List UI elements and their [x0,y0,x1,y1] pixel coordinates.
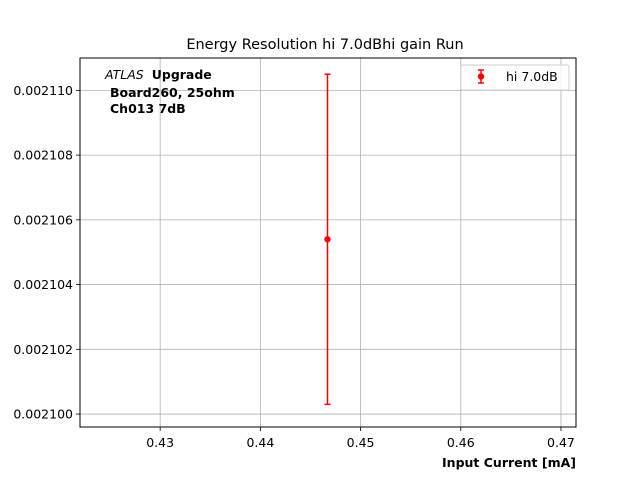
y-tick-label: 0.002106 [13,212,73,227]
y-tick-label: 0.002102 [13,342,73,357]
atlas-label: ATLAS [104,67,144,82]
x-tick-label: 0.43 [146,435,174,450]
svg-text:ATLAS Upgrade: ATLAS Upgrade [104,67,212,82]
x-axis-label: Input Current [mA] [442,455,576,470]
x-tick-label: 0.44 [246,435,274,450]
y-tick-label: 0.002100 [13,407,73,422]
chart-title: Energy Resolution hi 7.0dBhi gain Run [186,37,463,53]
data-point [324,236,331,243]
y-tick-label: 0.002108 [13,148,73,163]
x-tick-label: 0.46 [447,435,475,450]
atlas-annotation: ATLAS Upgrade Board260, 25ohm Ch013 7dB [104,67,235,116]
upgrade-label: Upgrade [152,67,212,82]
channel-label: Ch013 7dB [110,101,186,116]
x-tick-label: 0.45 [347,435,375,450]
legend-box [460,64,570,91]
x-axis-ticks: 0.43 0.44 0.45 0.46 0.47 [146,427,575,450]
y-tick-label: 0.002104 [13,277,73,292]
legend-point [477,73,485,80]
plot-frame [79,57,577,428]
legend-marker [477,69,485,84]
plot-data [324,73,331,406]
x-tick-label: 0.47 [547,435,575,450]
legend-label: hi 7.0dB [506,69,558,84]
legend: hi 7.0dB [460,64,570,91]
y-axis-ticks: 0.002100 0.002102 0.002104 0.002106 0.002108… [13,83,80,422]
y-tick-label: 0.002110 [13,83,73,98]
board-label: Board260, 25ohm [110,85,235,100]
